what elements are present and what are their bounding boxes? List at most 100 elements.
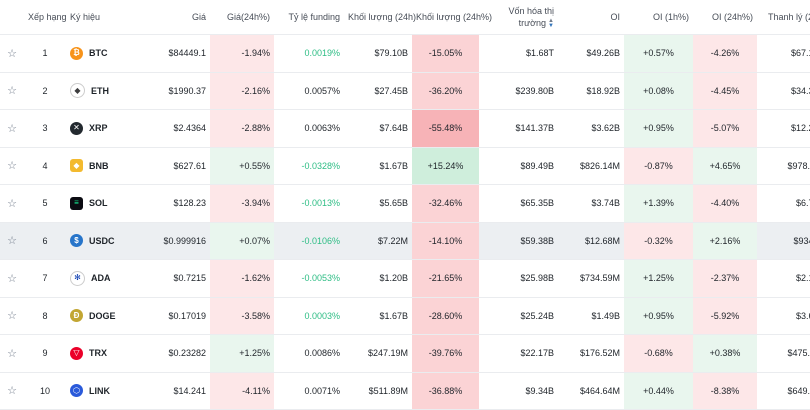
table-row[interactable]: ☆ 9 ▽ TRX $0.23282 +1.25% 0.0086% $247.19M -39.7…	[0, 334, 810, 373]
tron-icon: ▽	[70, 346, 83, 360]
market-cap-cell: $25.98B	[479, 259, 558, 298]
cardano-icon: ✻	[70, 270, 85, 286]
table-row[interactable]: ☆ 5 ≡ SOL $128.23 -3.94% -0.0013% $5.65B -32.46%…	[0, 184, 810, 223]
market-cap-cell: $141.37B	[479, 109, 558, 148]
volume-change-cell: -21.65%	[412, 259, 479, 298]
liquidation-cell: $3.69M	[757, 297, 810, 335]
favorite-star-icon[interactable]: ☆	[7, 235, 17, 248]
oi-cell: $18.92B	[558, 72, 624, 110]
liquidation-cell: $934.38	[757, 222, 810, 260]
favorite-star-icon[interactable]: ☆	[7, 310, 17, 323]
volume-change-cell: -39.76%	[412, 334, 479, 373]
funding-rate-cell: 0.0086%	[274, 334, 344, 373]
price-cell: $84449.1	[138, 34, 210, 73]
market-cap-cell: $25.24B	[479, 297, 558, 335]
favorite-star-icon[interactable]: ☆	[7, 47, 17, 60]
header-volume[interactable]: Khối lượng (24h)	[344, 0, 416, 35]
funding-rate-cell: -0.0328%	[274, 147, 344, 185]
usdc-icon: $	[70, 234, 83, 248]
symbol-cell[interactable]: ✻ ADA	[66, 259, 138, 298]
table-row[interactable]: ☆ 4 ◆ BNB $627.61 +0.55% -0.0328% $1.67B +15.24%…	[0, 147, 810, 185]
header-rank[interactable]: Xếp hạng	[24, 0, 67, 35]
liquidation-cell: $649.42K	[757, 372, 810, 410]
table-row[interactable]: ☆ 8 Ð DOGE $0.17019 -3.58% 0.0003% $1.67B -28.60…	[0, 297, 810, 335]
oi-cell: $176.52M	[558, 334, 624, 373]
favorite-star-icon[interactable]: ☆	[7, 85, 17, 98]
sort-icon[interactable]: ▲ ▼	[548, 17, 554, 29]
volume-change-cell: +15.24%	[412, 147, 479, 185]
oi-24h-cell: +2.16%	[693, 222, 757, 260]
volume-change-cell: -55.48%	[412, 109, 479, 148]
favorite-star-icon[interactable]: ☆	[7, 385, 17, 398]
header-oi-1h[interactable]: OI (1h%)	[624, 0, 693, 35]
symbol-cell[interactable]: ⬡ LINK	[66, 372, 138, 410]
header-oi-24h[interactable]: OI (24h%)	[693, 0, 757, 35]
table-row[interactable]: ☆ 10 ⬡ LINK $14.241 -4.11% 0.0071% $511.89M -36.…	[0, 372, 810, 410]
oi-24h-cell: -4.45%	[693, 72, 757, 110]
oi-24h-cell: -4.40%	[693, 184, 757, 223]
header-funding-rate[interactable]: Tỷ lệ funding	[274, 0, 344, 35]
favorite-star-icon[interactable]: ☆	[7, 272, 17, 285]
header-price-change[interactable]: Giá(24h%)	[210, 0, 274, 35]
volume-change-cell: -36.20%	[412, 72, 479, 110]
table-row[interactable]: ☆ 6 $ USDC $0.999916 +0.07% -0.0106% $7.22M -14.…	[0, 222, 810, 260]
symbol-cell[interactable]: ▽ TRX	[66, 334, 138, 373]
header-price[interactable]: Giá	[138, 0, 210, 35]
table-row[interactable]: ☆ 3 ✕ XRP $2.4364 -2.88% 0.0063% $7.64B -55.48% $…	[0, 109, 810, 148]
market-cap-cell: $9.34B	[479, 372, 558, 410]
oi-24h-cell: -5.92%	[693, 297, 757, 335]
funding-rate-cell: -0.0053%	[274, 259, 344, 298]
bitcoin-icon: ₿	[70, 46, 83, 60]
symbol-cell[interactable]: Ð DOGE	[66, 297, 138, 335]
symbol-label: USDC	[89, 235, 115, 246]
header-symbol[interactable]: Ký hiệu	[66, 0, 138, 35]
price-cell: $1990.37	[138, 72, 210, 110]
symbol-cell[interactable]: ◆ BNB	[66, 147, 138, 185]
symbol-cell[interactable]: ✕ XRP	[66, 109, 138, 148]
rank-cell: 10	[24, 372, 66, 410]
price-change-cell: -3.94%	[210, 184, 274, 223]
favorite-star-icon[interactable]: ☆	[7, 197, 17, 210]
header-volume-change[interactable]: Khối lượng (24h%)	[412, 0, 492, 35]
liquidation-cell: $34.36M	[757, 72, 810, 110]
header-liquidation[interactable]: Thanh lý (24h)	[757, 0, 810, 35]
solana-icon: ≡	[70, 196, 83, 210]
header-market-cap-label: Vốn hóa thị trường	[508, 6, 554, 28]
price-cell: $0.999916	[138, 222, 210, 260]
price-cell: $128.23	[138, 184, 210, 223]
symbol-cell[interactable]: ≡ SOL	[66, 184, 138, 223]
price-change-cell: -2.88%	[210, 109, 274, 148]
oi-1h-cell: +0.44%	[624, 372, 693, 410]
rank-cell: 4	[24, 147, 66, 185]
table-header-row: Xếp hạng Ký hiệu Giá Giá(24h%) Tỷ lệ fun…	[0, 0, 810, 35]
favorite-star-icon[interactable]: ☆	[7, 122, 17, 135]
market-cap-cell: $89.49B	[479, 147, 558, 185]
symbol-cell[interactable]: ◆ ETH	[66, 72, 138, 110]
header-oi[interactable]: OI	[558, 0, 624, 35]
funding-rate-cell: 0.0071%	[274, 372, 344, 410]
volume-cell: $1.67B	[344, 147, 412, 185]
funding-rate-cell: 0.0003%	[274, 297, 344, 335]
favorite-star-icon[interactable]: ☆	[7, 160, 17, 173]
oi-24h-cell: +4.65%	[693, 147, 757, 185]
volume-change-cell: -36.88%	[412, 372, 479, 410]
price-change-cell: +1.25%	[210, 334, 274, 373]
funding-rate-cell: -0.0013%	[274, 184, 344, 223]
symbol-cell[interactable]: ₿ BTC	[66, 34, 138, 73]
symbol-label: XRP	[89, 123, 108, 134]
oi-1h-cell: +0.08%	[624, 72, 693, 110]
oi-1h-cell: -0.32%	[624, 222, 693, 260]
price-cell: $627.61	[138, 147, 210, 185]
oi-1h-cell: +0.57%	[624, 34, 693, 73]
favorite-star-icon[interactable]: ☆	[7, 347, 17, 360]
table-row[interactable]: ☆ 7 ✻ ADA $0.7215 -1.62% -0.0053% $1.20B -21.65%…	[0, 259, 810, 298]
symbol-cell[interactable]: $ USDC	[66, 222, 138, 260]
table-row[interactable]: ☆ 2 ◆ ETH $1990.37 -2.16% 0.0057% $27.45B -36.20…	[0, 72, 810, 110]
ethereum-icon: ◆	[70, 83, 85, 99]
rank-cell: 6	[24, 222, 66, 260]
oi-24h-cell: +0.38%	[693, 334, 757, 373]
header-market-cap[interactable]: Vốn hóa thị trường ▲ ▼	[479, 0, 558, 35]
table-row[interactable]: ☆ 1 ₿ BTC $84449.1 -1.94% 0.0019% $79.10B -15.05…	[0, 34, 810, 73]
volume-change-cell: -14.10%	[412, 222, 479, 260]
